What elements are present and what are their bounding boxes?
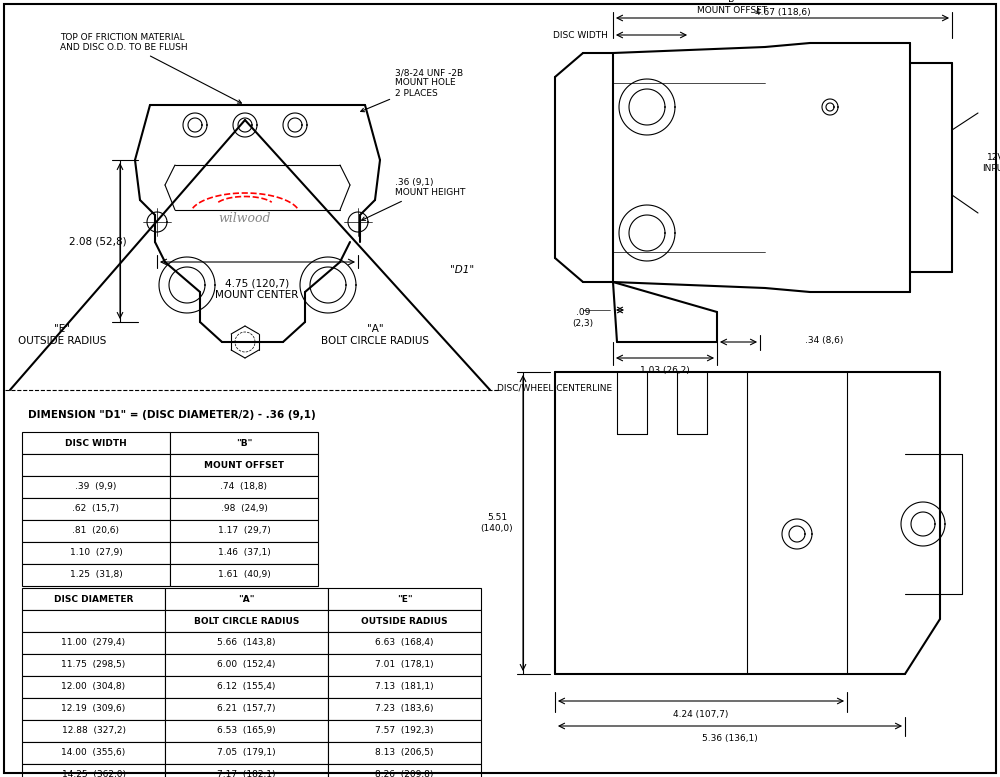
- Bar: [165, 742, 328, 764]
- Bar: [170, 432, 318, 454]
- Bar: [22, 454, 170, 476]
- Text: DIMENSION "D1" = (DISC DIAMETER/2) - .36 (9,1): DIMENSION "D1" = (DISC DIAMETER/2) - .36…: [28, 410, 316, 420]
- Bar: [165, 654, 328, 676]
- Bar: [22, 542, 170, 564]
- Bar: [22, 742, 165, 764]
- Text: .98  (24,9): .98 (24,9): [221, 504, 267, 514]
- Text: .39  (9,9): .39 (9,9): [75, 483, 117, 492]
- Bar: [22, 698, 165, 720]
- Text: 14.00  (355,6): 14.00 (355,6): [61, 748, 126, 758]
- Text: .36 (9,1)
MOUNT HEIGHT: .36 (9,1) MOUNT HEIGHT: [362, 178, 465, 221]
- Bar: [170, 454, 318, 476]
- Bar: [22, 564, 170, 586]
- Text: 6.21  (157,7): 6.21 (157,7): [217, 705, 276, 713]
- Text: 1.10  (27,9): 1.10 (27,9): [70, 549, 122, 558]
- Bar: [328, 632, 481, 654]
- Bar: [328, 676, 481, 698]
- Bar: [328, 742, 481, 764]
- Text: 7.01  (178,1): 7.01 (178,1): [375, 660, 434, 670]
- Text: 5.36 (136,1): 5.36 (136,1): [702, 734, 758, 744]
- Text: 8.26  (209,8): 8.26 (209,8): [375, 771, 434, 777]
- Text: 11.75  (298,5): 11.75 (298,5): [61, 660, 126, 670]
- Text: DISC WIDTH: DISC WIDTH: [553, 30, 608, 40]
- Text: 3/8-24 UNF -2B
MOUNT HOLE
2 PLACES: 3/8-24 UNF -2B MOUNT HOLE 2 PLACES: [361, 68, 463, 112]
- Bar: [22, 588, 165, 610]
- Bar: [170, 564, 318, 586]
- Text: 14.25  (362,0): 14.25 (362,0): [62, 771, 126, 777]
- Text: MOUNT OFFSET: MOUNT OFFSET: [697, 6, 767, 15]
- Text: 1.46  (37,1): 1.46 (37,1): [218, 549, 270, 558]
- Text: "A": "A": [238, 594, 255, 604]
- Text: .62  (15,7): .62 (15,7): [72, 504, 120, 514]
- Text: 7.13  (181,1): 7.13 (181,1): [375, 682, 434, 692]
- Text: 8.13  (206,5): 8.13 (206,5): [375, 748, 434, 758]
- Text: 6.00  (152,4): 6.00 (152,4): [217, 660, 276, 670]
- Text: 1.61  (40,9): 1.61 (40,9): [218, 570, 270, 580]
- Text: 4.24 (107,7): 4.24 (107,7): [673, 709, 729, 719]
- Text: DISC WIDTH: DISC WIDTH: [65, 438, 127, 448]
- Text: 7.05  (179,1): 7.05 (179,1): [217, 748, 276, 758]
- Text: .81  (20,6): .81 (20,6): [72, 527, 120, 535]
- Bar: [22, 676, 165, 698]
- Text: OUTSIDE RADIUS: OUTSIDE RADIUS: [361, 616, 448, 625]
- Bar: [170, 476, 318, 498]
- Text: "E": "E": [397, 594, 412, 604]
- Text: BOLT CIRCLE RADIUS: BOLT CIRCLE RADIUS: [194, 616, 299, 625]
- Text: 4.75 (120,7)
MOUNT CENTER: 4.75 (120,7) MOUNT CENTER: [215, 278, 299, 300]
- Text: 12.88  (327,2): 12.88 (327,2): [62, 726, 126, 736]
- Text: 6.63  (168,4): 6.63 (168,4): [375, 639, 434, 647]
- Bar: [328, 720, 481, 742]
- Bar: [22, 520, 170, 542]
- Text: .34 (8,6): .34 (8,6): [805, 336, 843, 344]
- Text: 1.03 (26,2): 1.03 (26,2): [640, 365, 690, 375]
- Text: "B": "B": [236, 438, 252, 448]
- Bar: [22, 654, 165, 676]
- Text: 2.08 (52,8): 2.08 (52,8): [69, 236, 127, 246]
- Bar: [328, 588, 481, 610]
- Bar: [165, 632, 328, 654]
- Text: DISC/WHEEL CENTERLINE: DISC/WHEEL CENTERLINE: [497, 384, 612, 392]
- Text: .09
(2,3): .09 (2,3): [572, 308, 594, 328]
- Bar: [170, 542, 318, 564]
- Bar: [328, 654, 481, 676]
- Text: DISC DIAMETER: DISC DIAMETER: [54, 594, 133, 604]
- Text: 12V
INPUT: 12V INPUT: [982, 153, 1000, 172]
- Bar: [165, 764, 328, 777]
- Text: "E"
OUTSIDE RADIUS: "E" OUTSIDE RADIUS: [18, 324, 106, 346]
- Bar: [165, 676, 328, 698]
- Bar: [165, 720, 328, 742]
- Text: 12.19  (309,6): 12.19 (309,6): [61, 705, 126, 713]
- Text: 11.00  (279,4): 11.00 (279,4): [61, 639, 126, 647]
- Text: 5.66  (143,8): 5.66 (143,8): [217, 639, 276, 647]
- Bar: [328, 698, 481, 720]
- Bar: [328, 764, 481, 777]
- Bar: [328, 610, 481, 632]
- Text: 6.12  (155,4): 6.12 (155,4): [217, 682, 276, 692]
- Bar: [22, 432, 170, 454]
- Bar: [22, 498, 170, 520]
- Bar: [22, 632, 165, 654]
- Bar: [170, 498, 318, 520]
- Text: TOP OF FRICTION MATERIAL
AND DISC O.D. TO BE FLUSH: TOP OF FRICTION MATERIAL AND DISC O.D. T…: [60, 33, 241, 103]
- Text: wilwood: wilwood: [219, 211, 271, 225]
- Text: "D1": "D1": [450, 265, 474, 275]
- Text: .74  (18,8): .74 (18,8): [220, 483, 268, 492]
- Text: 1.17  (29,7): 1.17 (29,7): [218, 527, 270, 535]
- Text: "B": "B": [724, 0, 739, 4]
- Text: 4.67 (118,6): 4.67 (118,6): [755, 8, 810, 17]
- Bar: [165, 588, 328, 610]
- Text: 12.00  (304,8): 12.00 (304,8): [61, 682, 126, 692]
- Text: 7.23  (183,6): 7.23 (183,6): [375, 705, 434, 713]
- Text: 5.51
(140,0): 5.51 (140,0): [481, 514, 513, 533]
- Bar: [165, 698, 328, 720]
- Text: 1.25  (31,8): 1.25 (31,8): [70, 570, 122, 580]
- Text: 6.53  (165,9): 6.53 (165,9): [217, 726, 276, 736]
- Bar: [170, 520, 318, 542]
- Bar: [22, 764, 165, 777]
- Bar: [22, 720, 165, 742]
- Text: "A"
BOLT CIRCLE RADIUS: "A" BOLT CIRCLE RADIUS: [321, 324, 429, 346]
- Bar: [165, 610, 328, 632]
- Bar: [22, 610, 165, 632]
- Text: 7.17  (182,1): 7.17 (182,1): [217, 771, 276, 777]
- Text: 7.57  (192,3): 7.57 (192,3): [375, 726, 434, 736]
